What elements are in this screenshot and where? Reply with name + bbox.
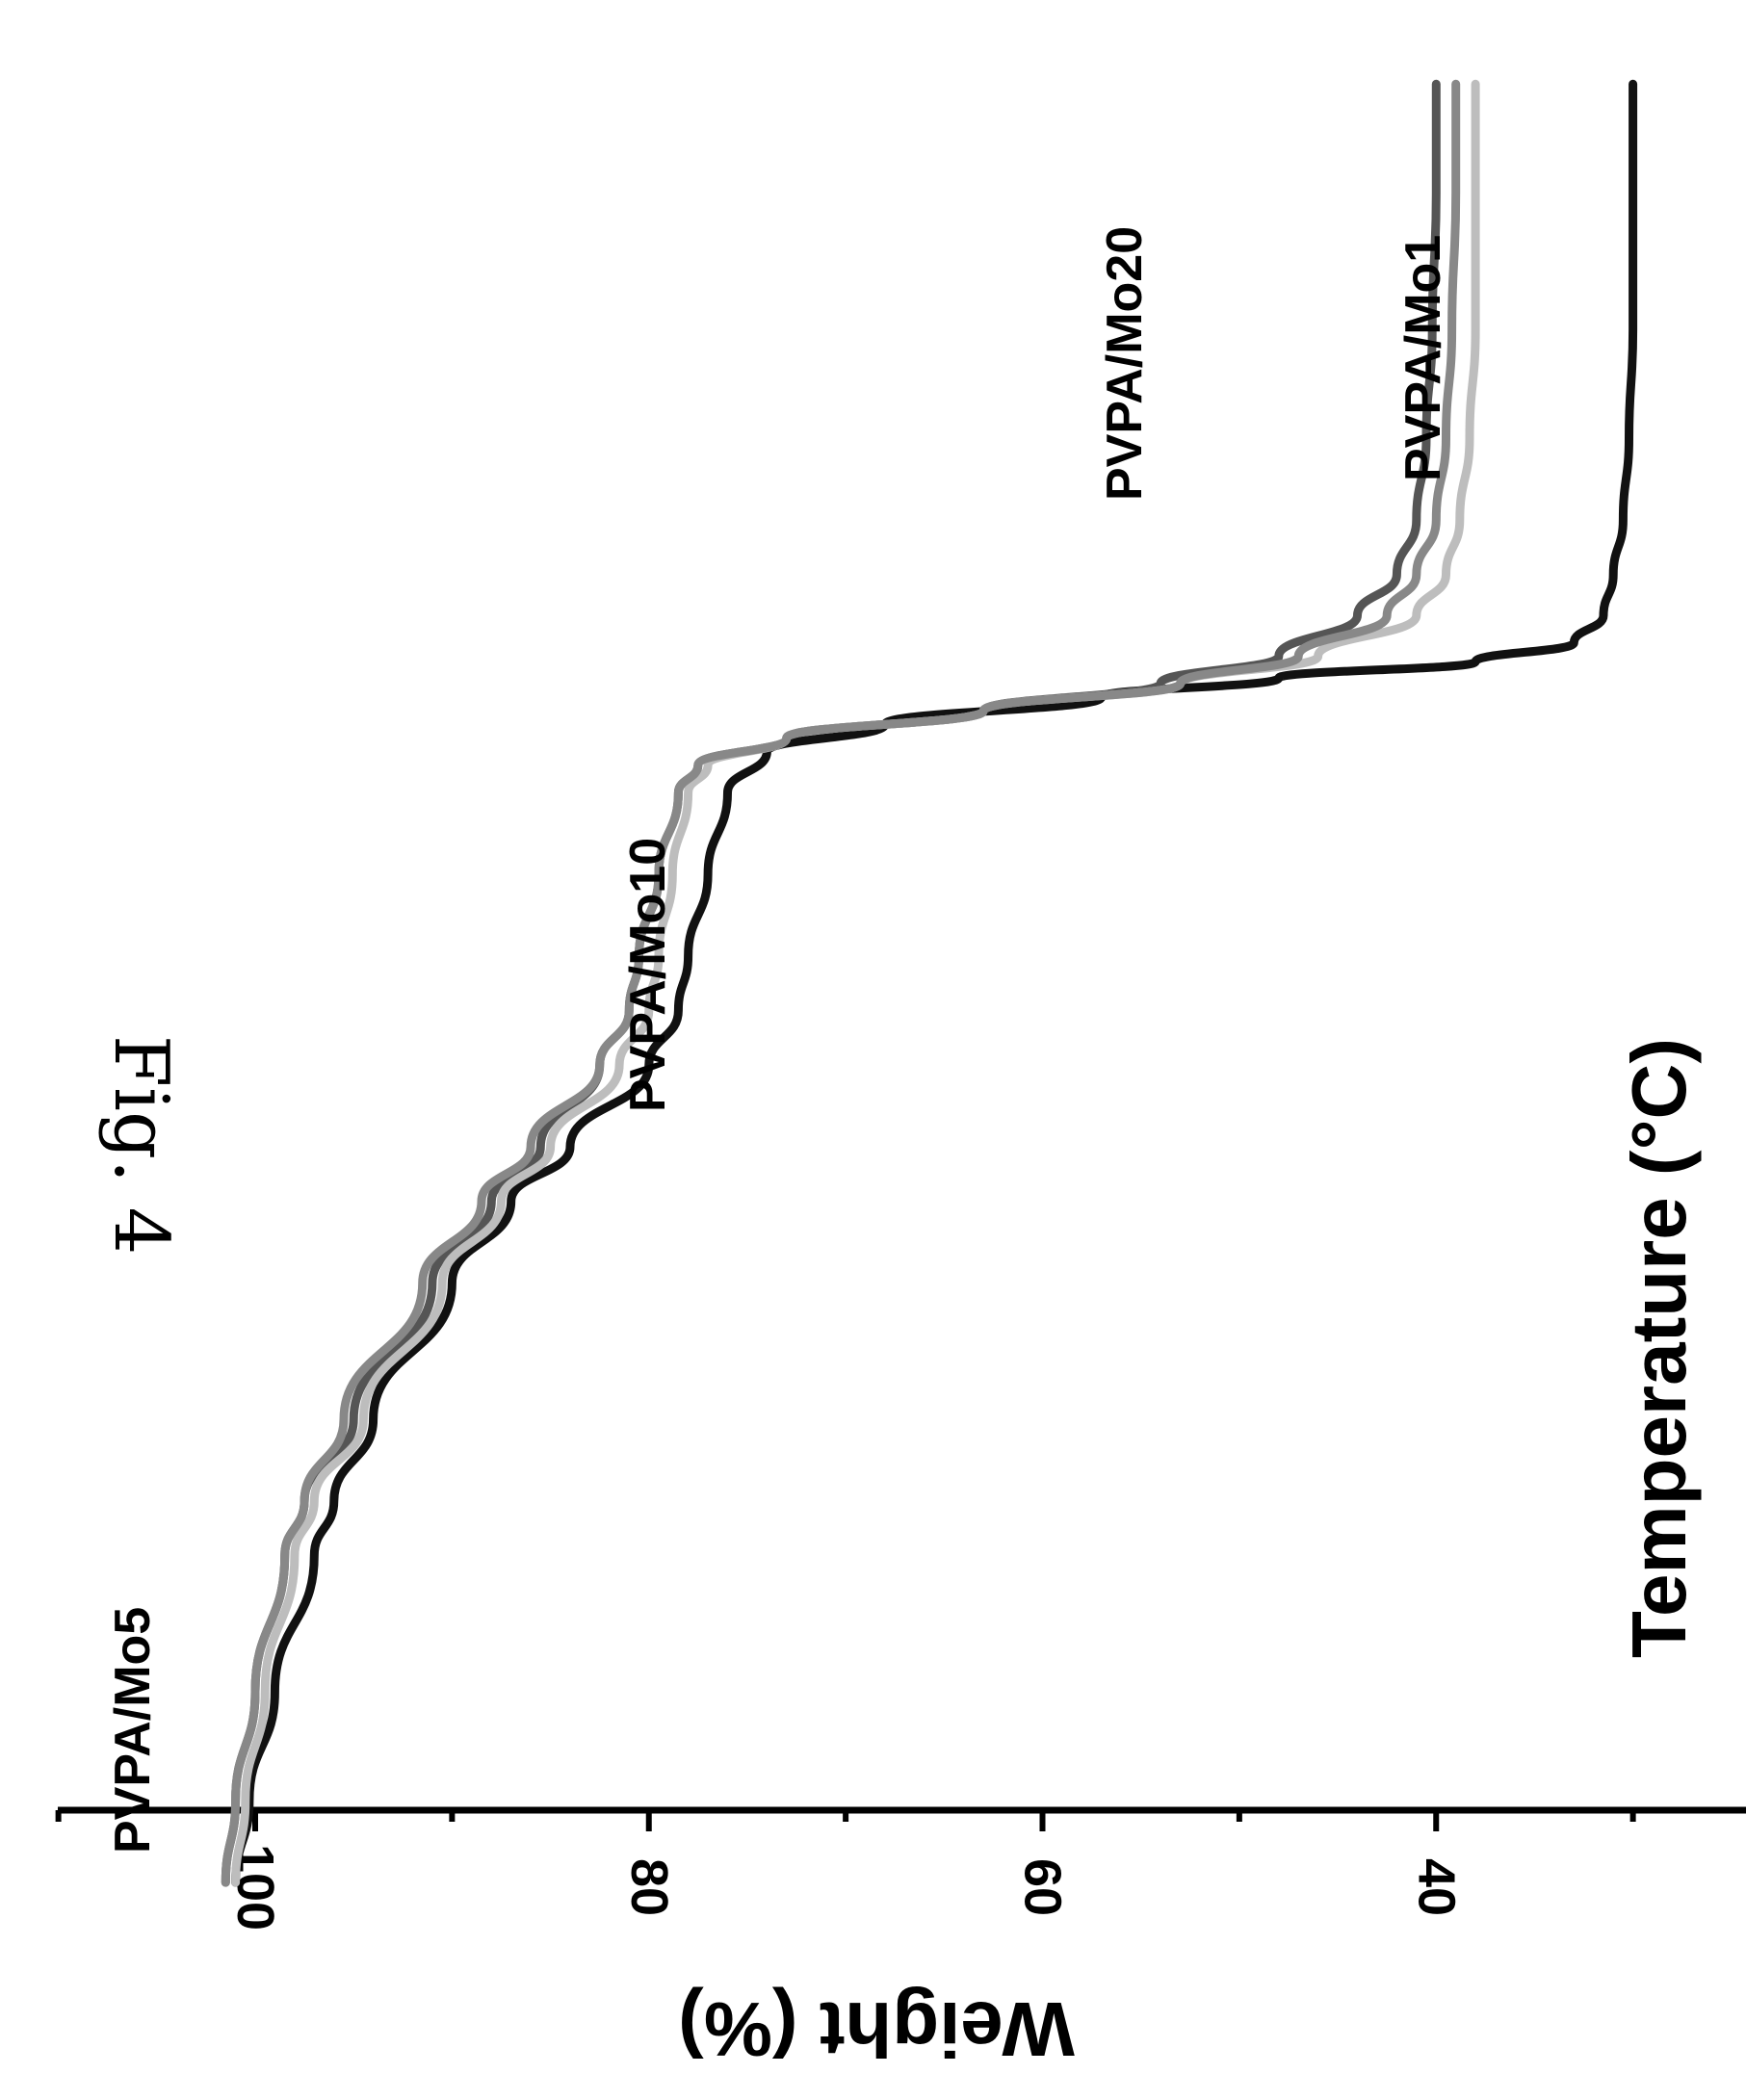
figure-title: Fig. 4 (97, 1035, 184, 1255)
label-pvpa-mo5: PVPA/Mo5 (105, 1607, 161, 1854)
series-line-pvpa-mo20 (221, 79, 1461, 1887)
series-line-pvpa-mo1 (231, 79, 1638, 1887)
label-pvpa-mo1: PVPA/Mo1 (1395, 235, 1451, 481)
y-tick-label: 80 (620, 1858, 678, 1916)
y-tick-label: 60 (1014, 1858, 1072, 1916)
plot-area: 10020030040050060070020406080100 (55, 79, 1746, 1931)
series-line-pvpa-mo5 (221, 79, 1441, 1887)
x-axis-label: Temperature (°C) (1616, 1038, 1702, 1658)
series-line-pvpa-mo10 (231, 79, 1480, 1887)
y-tick-label: 40 (1407, 1858, 1465, 1916)
y-axis-label: Weight (%) (678, 1986, 1075, 2072)
label-pvpa-mo20: PVPA/Mo20 (1097, 226, 1153, 501)
label-pvpa-mo10: PVPA/Mo10 (620, 838, 676, 1112)
